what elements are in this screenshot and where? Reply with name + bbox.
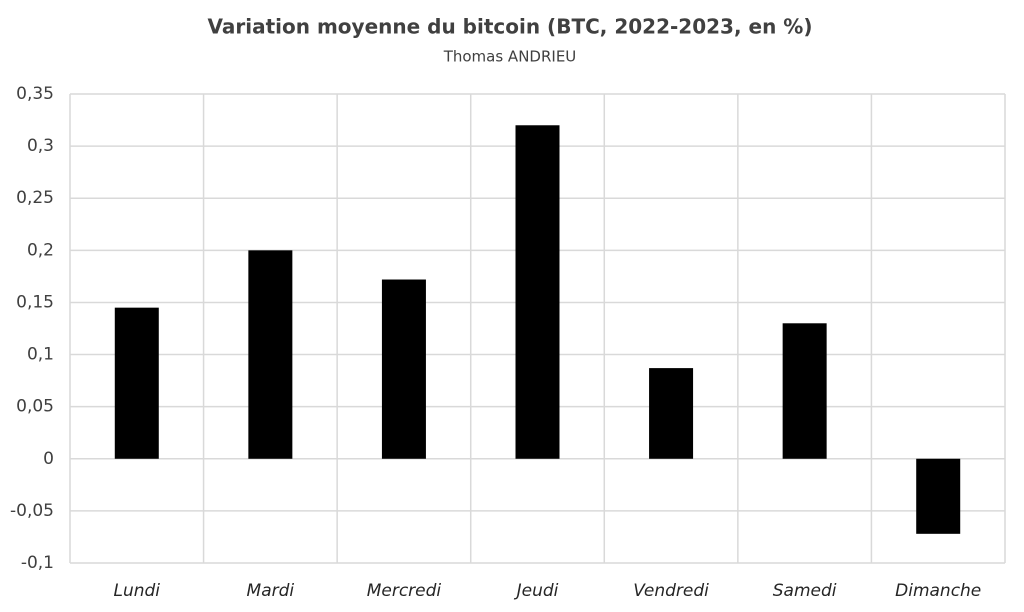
chart-subtitle: Thomas ANDRIEU bbox=[443, 48, 577, 66]
bar bbox=[248, 250, 293, 459]
x-tick-label: Dimanche bbox=[895, 581, 981, 601]
bar bbox=[782, 323, 827, 459]
y-tick-label: 0,25 bbox=[16, 188, 54, 208]
x-tick-label: Mardi bbox=[247, 581, 295, 601]
bar bbox=[381, 279, 426, 459]
bar bbox=[649, 368, 694, 459]
y-tick-label: 0,35 bbox=[16, 84, 54, 104]
y-tick-label: 0,05 bbox=[16, 397, 54, 417]
bar bbox=[515, 125, 560, 459]
x-tick-label: Jeudi bbox=[514, 581, 559, 601]
y-tick-label: -0,1 bbox=[21, 553, 54, 573]
y-tick-label: 0,1 bbox=[27, 345, 54, 365]
bar bbox=[916, 458, 961, 534]
y-tick-label: 0 bbox=[43, 449, 54, 469]
x-tick-label: Lundi bbox=[114, 581, 161, 601]
y-tick-label: 0,2 bbox=[27, 240, 54, 260]
x-tick-label: Vendredi bbox=[633, 581, 709, 601]
chart-title: Variation moyenne du bitcoin (BTC, 2022-… bbox=[208, 15, 813, 39]
y-tick-label: 0,3 bbox=[27, 136, 54, 156]
x-tick-label: Samedi bbox=[773, 581, 837, 601]
x-tick-label: Mercredi bbox=[367, 581, 442, 601]
y-tick-label: 0,15 bbox=[16, 292, 54, 312]
y-tick-label: -0,05 bbox=[10, 501, 54, 521]
bar bbox=[114, 307, 159, 459]
